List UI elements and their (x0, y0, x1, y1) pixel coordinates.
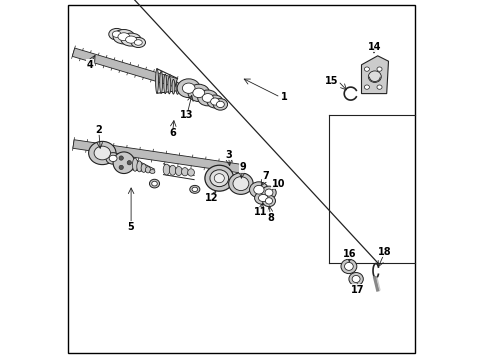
Ellipse shape (155, 69, 158, 93)
Ellipse shape (232, 177, 248, 190)
Ellipse shape (216, 101, 224, 108)
Ellipse shape (125, 36, 136, 43)
Ellipse shape (177, 79, 200, 98)
Text: 8: 8 (266, 213, 273, 223)
Ellipse shape (176, 82, 179, 94)
Ellipse shape (351, 275, 359, 283)
Ellipse shape (262, 195, 275, 207)
Ellipse shape (376, 85, 381, 89)
Ellipse shape (132, 158, 137, 171)
Ellipse shape (344, 262, 352, 270)
Text: 17: 17 (350, 285, 364, 295)
Ellipse shape (265, 198, 272, 204)
Ellipse shape (209, 170, 228, 186)
Polygon shape (361, 56, 387, 94)
Text: 1: 1 (280, 92, 286, 102)
Text: 5: 5 (127, 222, 134, 232)
Ellipse shape (145, 167, 150, 173)
Ellipse shape (109, 155, 117, 162)
Polygon shape (72, 48, 177, 87)
Ellipse shape (261, 186, 276, 199)
Ellipse shape (192, 187, 197, 192)
Ellipse shape (134, 40, 142, 45)
Text: 10: 10 (271, 179, 285, 189)
Text: 2: 2 (95, 125, 102, 135)
Text: 3: 3 (224, 150, 231, 160)
Ellipse shape (182, 83, 195, 93)
Ellipse shape (112, 31, 121, 37)
Ellipse shape (192, 88, 204, 98)
Ellipse shape (364, 67, 368, 71)
Ellipse shape (187, 169, 194, 176)
Polygon shape (73, 140, 244, 174)
Ellipse shape (204, 165, 233, 191)
Ellipse shape (149, 170, 155, 174)
Ellipse shape (210, 98, 219, 105)
Ellipse shape (121, 33, 141, 46)
Text: 15: 15 (324, 76, 337, 86)
Ellipse shape (167, 77, 170, 94)
Ellipse shape (163, 164, 169, 175)
Text: 4: 4 (86, 60, 93, 70)
Ellipse shape (113, 152, 134, 174)
Ellipse shape (119, 165, 123, 170)
Ellipse shape (169, 165, 176, 175)
Ellipse shape (151, 181, 157, 186)
Ellipse shape (160, 71, 162, 94)
Ellipse shape (172, 80, 175, 94)
Ellipse shape (228, 173, 253, 194)
Text: 14: 14 (367, 42, 381, 52)
Ellipse shape (119, 156, 123, 160)
Ellipse shape (108, 28, 124, 40)
Ellipse shape (340, 259, 356, 274)
Ellipse shape (163, 74, 166, 94)
Text: 6: 6 (169, 128, 176, 138)
Text: 13: 13 (180, 110, 193, 120)
Ellipse shape (131, 37, 145, 48)
Ellipse shape (189, 185, 200, 193)
Ellipse shape (253, 185, 264, 194)
Ellipse shape (106, 153, 120, 164)
Ellipse shape (197, 90, 218, 106)
Ellipse shape (376, 67, 381, 71)
Ellipse shape (258, 194, 267, 202)
Text: 18: 18 (377, 247, 391, 257)
Ellipse shape (264, 189, 272, 196)
Ellipse shape (118, 33, 130, 41)
Text: 9: 9 (239, 162, 245, 172)
Ellipse shape (187, 84, 209, 102)
Text: 7: 7 (262, 171, 269, 181)
Ellipse shape (149, 179, 159, 188)
Text: 11: 11 (253, 207, 267, 217)
Ellipse shape (137, 161, 142, 172)
Ellipse shape (367, 71, 381, 82)
Ellipse shape (254, 192, 271, 204)
Ellipse shape (175, 166, 182, 176)
Ellipse shape (249, 182, 268, 198)
Ellipse shape (364, 85, 368, 89)
Ellipse shape (94, 146, 110, 160)
Ellipse shape (348, 273, 363, 285)
Ellipse shape (214, 174, 224, 183)
Text: 12: 12 (205, 193, 219, 203)
Ellipse shape (141, 164, 146, 172)
Ellipse shape (181, 168, 188, 176)
Text: 16: 16 (343, 249, 356, 259)
Ellipse shape (113, 30, 134, 44)
Ellipse shape (202, 94, 213, 102)
Ellipse shape (88, 141, 116, 165)
Ellipse shape (213, 99, 227, 110)
Ellipse shape (127, 161, 131, 165)
Ellipse shape (206, 95, 223, 108)
